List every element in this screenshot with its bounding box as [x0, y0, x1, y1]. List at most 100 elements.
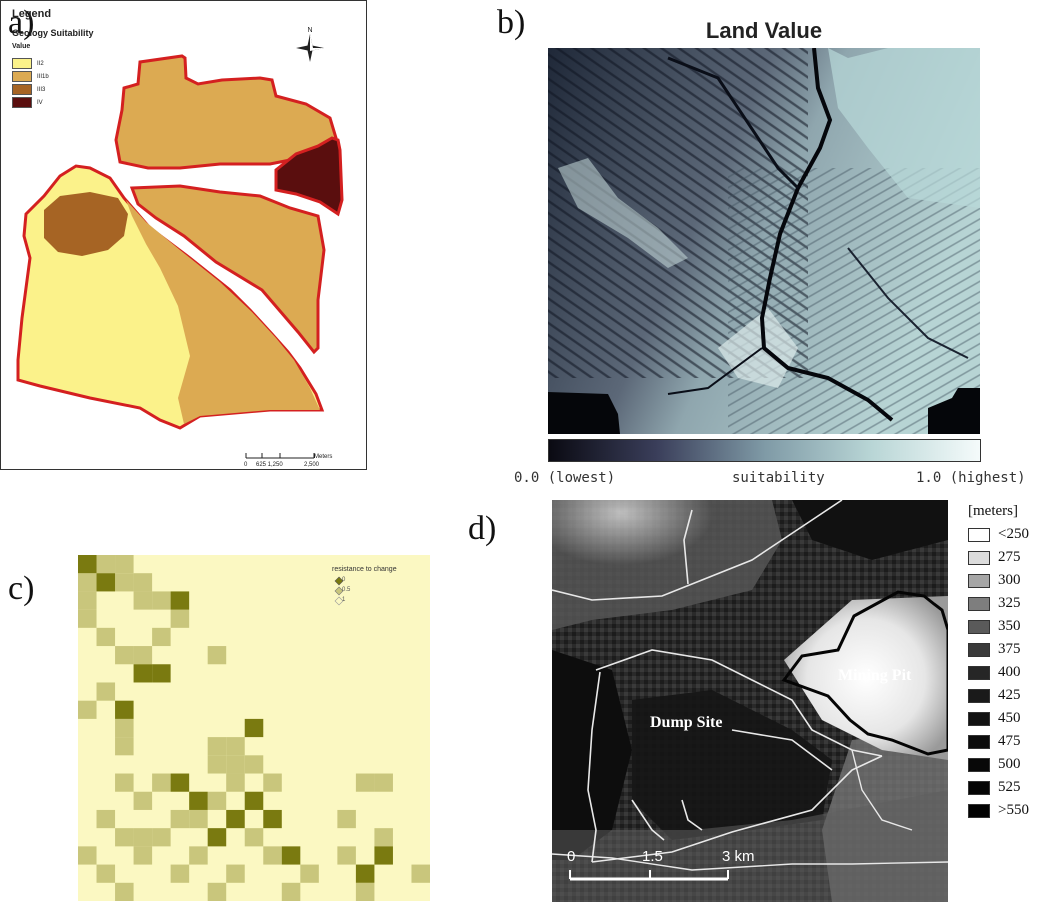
- elevation-map: [552, 500, 948, 902]
- elevation-label: 400: [998, 664, 1021, 680]
- land-value-raster: [548, 48, 980, 434]
- geology-polygons: [16, 54, 344, 430]
- resistance-legend-1: 1: [342, 597, 346, 603]
- grid-cell: [337, 846, 356, 865]
- grid-cell: [244, 828, 264, 847]
- elevation-swatch: [968, 527, 990, 542]
- resistance-legend-title: resistance to change: [332, 566, 397, 573]
- elevation-swatch: [968, 619, 990, 634]
- region-iii1b-south: [126, 200, 320, 424]
- grid-cell: [355, 773, 375, 792]
- grid-cell: [207, 737, 227, 756]
- grid-cell: [152, 773, 171, 792]
- grid-cell: [374, 828, 393, 847]
- scale-bar: [245, 453, 315, 459]
- region-iv: [274, 136, 344, 217]
- dump-site-label: Dump Site: [650, 714, 723, 731]
- elevation-legend-item: 275: [968, 549, 1021, 566]
- north-arrow-icon: N: [296, 27, 324, 62]
- region-iii3: [44, 192, 128, 256]
- elevation-swatch: [968, 803, 990, 818]
- region-iii1b-middle: [129, 184, 326, 355]
- elevation-swatch: [968, 780, 990, 795]
- elevation-legend-item: 375: [968, 641, 1021, 658]
- grid-cell: [226, 809, 245, 829]
- elevation-swatch: [968, 642, 990, 657]
- elevation-swatch: [968, 573, 990, 588]
- grid-cell: [170, 809, 190, 829]
- elevation-legend-item: 325: [968, 595, 1021, 612]
- grid-cell: [96, 864, 116, 883]
- elevation-label: 350: [998, 618, 1021, 634]
- grid-cell: [78, 609, 97, 628]
- grid-cell: [115, 828, 134, 847]
- geology-suitability-map: Legend Geology Suitability Value II2 III…: [0, 0, 367, 470]
- grid-cell: [133, 791, 153, 810]
- grid-cell: [244, 718, 264, 738]
- scale-label-0: 0: [244, 462, 248, 468]
- legend-swatch: [12, 97, 32, 108]
- grid-cell: [133, 591, 153, 610]
- grid-cell: [96, 555, 116, 574]
- panel-a-letter: a): [8, 4, 35, 41]
- legend-label: III3: [37, 86, 46, 93]
- grid-cell: [244, 791, 264, 810]
- grid-cell: [226, 737, 245, 756]
- grid-cell: [170, 609, 190, 628]
- elevation-legend-item: <250: [968, 526, 1029, 543]
- elevation-legend-title: [meters]: [968, 503, 1018, 520]
- region-iii1b-north: [114, 54, 338, 170]
- resistance-legend-05: 0.5: [342, 587, 351, 593]
- elevation-legend-item: 475: [968, 733, 1021, 750]
- elevation-swatch: [968, 711, 990, 726]
- grid-cell: [226, 773, 245, 792]
- legend-title: Legend: [12, 8, 52, 20]
- scale-label-end: 2,500: [304, 462, 320, 468]
- colorbar-low-label: 0.0 (lowest): [514, 470, 616, 486]
- elevation-legend-item: >550: [968, 802, 1029, 819]
- colorbar-mid-label: suitability: [732, 470, 825, 486]
- grid-cell: [170, 773, 190, 792]
- elevation-swatch: [968, 734, 990, 749]
- scale-unit: Meters: [314, 454, 333, 460]
- legend-item-iii3: III3: [12, 84, 45, 95]
- elevation-label: 325: [998, 595, 1021, 611]
- grid-cell: [244, 755, 264, 774]
- elevation-label: <250: [998, 526, 1029, 542]
- grid-cell: [133, 646, 153, 665]
- elevation-label: 275: [998, 549, 1021, 565]
- elevation-scale-mid: 1.5: [642, 848, 663, 865]
- elevation-legend-item: 425: [968, 687, 1021, 704]
- grid-cell: [226, 755, 245, 774]
- grid-cell: [207, 755, 227, 774]
- grid-cell: [78, 573, 97, 592]
- elevation-label: 300: [998, 572, 1021, 588]
- legend-label: III1b: [37, 73, 49, 80]
- grid-cell: [133, 846, 153, 865]
- grid-cell: [78, 591, 97, 610]
- grid-cell: [133, 664, 153, 683]
- grid-cell: [281, 846, 301, 865]
- grid-cell: [374, 773, 393, 792]
- resistance-grid: [78, 555, 430, 901]
- elevation-legend-item: 300: [968, 572, 1021, 589]
- elevation-swatch: [968, 665, 990, 680]
- scale-label-mid: 625 1,250: [256, 462, 283, 468]
- elevation-label: 525: [998, 779, 1021, 795]
- grid-cell: [170, 591, 190, 610]
- legend-subtitle: Geology Suitability: [12, 28, 94, 38]
- grid-cell: [115, 718, 134, 738]
- grid-cell: [300, 864, 319, 883]
- grid-cell: [374, 846, 393, 865]
- legend-item-iv: IV: [12, 97, 43, 108]
- mining-pit-label: Mining Pit: [838, 667, 912, 684]
- legend-swatch: [12, 84, 32, 95]
- legend-label: IV: [37, 99, 43, 106]
- land-value-title: Land Value: [705, 18, 823, 43]
- elevation-scale-end: 3 km: [722, 848, 755, 865]
- legend-label: II2: [37, 60, 44, 67]
- elevation-label: 450: [998, 710, 1021, 726]
- panel-d-letter: d): [468, 510, 497, 547]
- grid-cell: [263, 773, 282, 792]
- grid-cell: [337, 809, 356, 829]
